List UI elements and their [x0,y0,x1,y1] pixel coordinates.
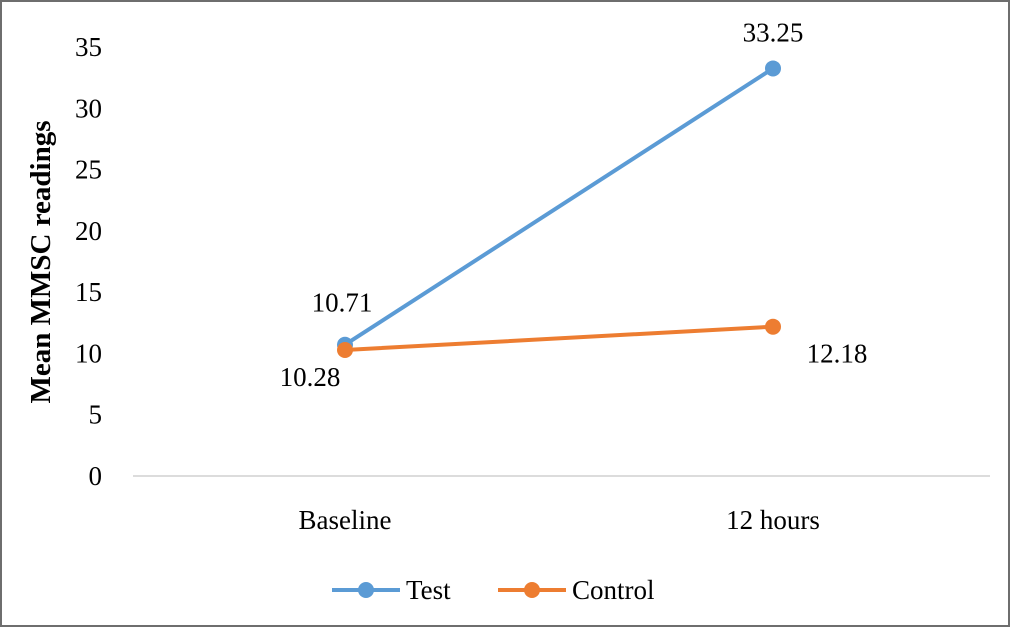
data-label-test-1: 33.25 [743,17,804,47]
series-line-control [343,324,775,352]
data-label-test-0: 10.71 [312,288,373,318]
y-tick-20: 20 [75,216,102,246]
x-tick-baseline: Baseline [299,505,392,535]
point-control-0 [337,341,353,358]
legend: Test Control [332,575,655,605]
y-tick-5: 5 [89,400,103,430]
legend-label-control: Control [572,575,655,605]
y-tick-15: 15 [75,277,102,307]
data-labels: 10.71 33.25 10.28 12.18 [280,17,868,392]
y-tick-10: 10 [75,338,102,368]
data-label-control-1: 12.18 [807,339,868,369]
point-test-1 [765,60,781,77]
series-line-test [343,66,775,347]
y-tick-30: 30 [75,93,102,123]
legend-marker-test [358,582,374,598]
x-tick-labels: Baseline 12 hours [299,505,820,535]
series-points [337,60,781,358]
x-tick-12-hours: 12 hours [726,505,820,535]
y-tick-0: 0 [89,461,103,491]
point-control-1 [765,318,781,335]
data-label-control-0: 10.28 [280,362,341,392]
y-axis-label: Mean MMSC readings [25,120,57,403]
series-lines [343,66,775,352]
legend-marker-control [524,582,540,598]
y-tick-labels: 0 5 10 15 20 25 30 35 [75,32,102,491]
legend-label-test: Test [406,575,451,605]
y-tick-35: 35 [75,32,102,62]
y-tick-25: 25 [75,155,102,185]
